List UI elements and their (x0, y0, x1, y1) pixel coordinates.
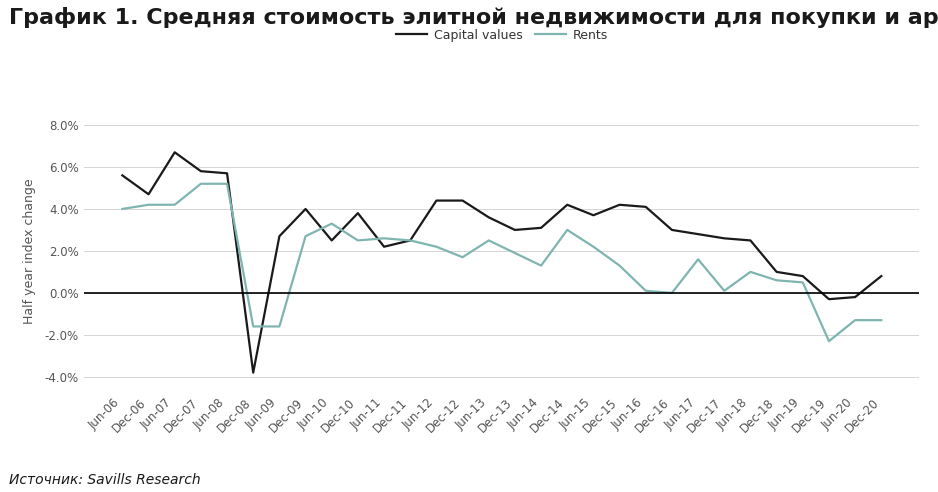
Line: Capital values: Capital values (122, 153, 882, 372)
Rents (509, 250, 521, 256)
Capital values (300, 206, 311, 212)
Text: Источник: Savills Research: Источник: Savills Research (9, 473, 201, 487)
Capital values (692, 231, 704, 237)
Capital values (353, 210, 364, 216)
Rents (169, 202, 180, 208)
Rents (536, 263, 547, 269)
Line: Rents: Rents (122, 184, 882, 341)
Rents (588, 244, 599, 249)
Rents (719, 288, 730, 294)
Capital values (562, 202, 573, 208)
Capital values (378, 244, 389, 249)
Capital values (274, 233, 285, 239)
Capital values (876, 273, 887, 279)
Rents (195, 181, 206, 187)
Capital values (195, 168, 206, 174)
Rents (300, 233, 311, 239)
Rents (876, 317, 887, 323)
Capital values (640, 204, 651, 210)
Capital values (143, 191, 154, 197)
Rents (692, 256, 704, 262)
Rents (457, 254, 468, 260)
Rents (404, 238, 416, 244)
Rents (824, 338, 835, 344)
Capital values (116, 172, 128, 178)
Capital values (509, 227, 521, 233)
Rents (431, 244, 442, 249)
Rents (143, 202, 154, 208)
Capital values (404, 238, 416, 244)
Capital values (431, 198, 442, 204)
Capital values (248, 369, 259, 375)
Rents (666, 290, 677, 296)
Rents (797, 279, 809, 285)
Capital values (745, 238, 756, 244)
Capital values (457, 198, 468, 204)
Rents (562, 227, 573, 233)
Capital values (824, 296, 835, 302)
Rents (326, 221, 338, 227)
Capital values (666, 227, 677, 233)
Capital values (719, 235, 730, 241)
Capital values (326, 238, 338, 244)
Rents (640, 288, 651, 294)
Capital values (797, 273, 809, 279)
Rents (378, 235, 389, 241)
Capital values (221, 170, 233, 176)
Rents (614, 263, 626, 269)
Text: График 1. Средняя стоимость элитной недвижимости для покупки и аренды: График 1. Средняя стоимость элитной недв… (9, 7, 938, 29)
Rents (483, 238, 494, 244)
Capital values (614, 202, 626, 208)
Rents (850, 317, 861, 323)
Capital values (850, 294, 861, 300)
Rents (771, 277, 782, 283)
Capital values (536, 225, 547, 231)
Rents (221, 181, 233, 187)
Rents (248, 324, 259, 330)
Rents (745, 269, 756, 275)
Capital values (483, 215, 494, 220)
Capital values (169, 150, 180, 155)
Capital values (771, 269, 782, 275)
Legend: Capital values, Rents: Capital values, Rents (396, 29, 608, 42)
Rents (274, 324, 285, 330)
Rents (353, 238, 364, 244)
Capital values (588, 212, 599, 218)
Y-axis label: Half year index change: Half year index change (23, 178, 37, 324)
Rents (116, 206, 128, 212)
